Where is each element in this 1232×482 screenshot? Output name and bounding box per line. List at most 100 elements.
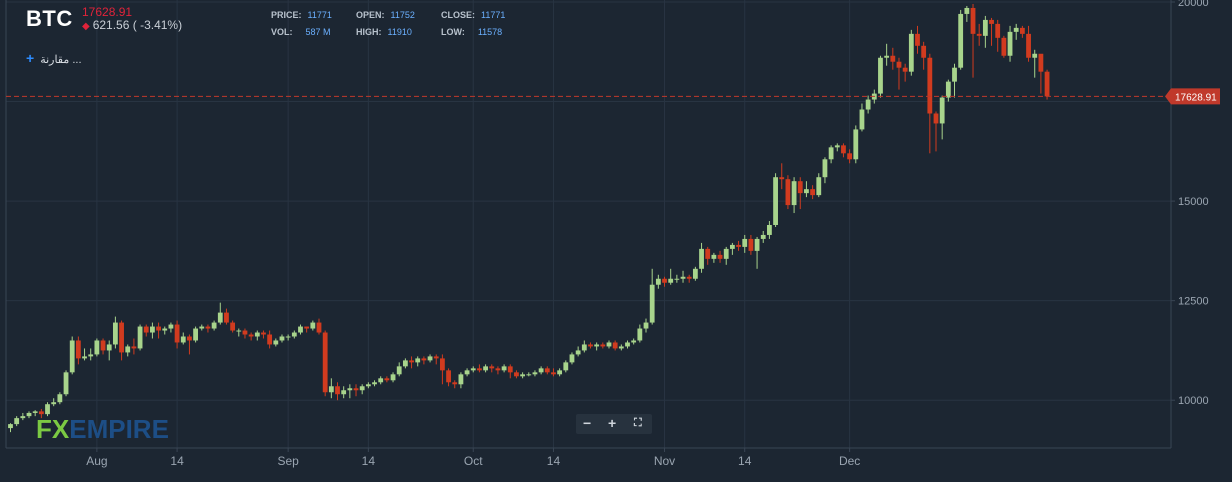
candle-body [612, 342, 618, 349]
candle [588, 342, 593, 349]
candle-body [878, 57, 883, 94]
candle-body [440, 358, 445, 371]
candle-body [588, 344, 593, 347]
candle [26, 411, 32, 419]
candle [433, 354, 439, 365]
candle-body [649, 284, 655, 323]
candle [495, 366, 501, 375]
candle [551, 368, 556, 377]
candle-body [816, 177, 822, 196]
candle-body [322, 332, 328, 393]
zoom-out-button[interactable]: − [583, 415, 592, 431]
candle [557, 368, 563, 377]
candle-body [174, 324, 180, 343]
close-value: 11771 [481, 10, 506, 20]
price-label: PRICE: [271, 10, 302, 20]
candle-body [791, 181, 797, 206]
candle [353, 384, 359, 397]
candle-body [908, 33, 914, 72]
candle [1019, 25, 1025, 38]
candle-body [890, 55, 896, 62]
candle [168, 322, 174, 333]
candle [162, 326, 168, 335]
candle-body [285, 336, 291, 338]
candle [581, 340, 587, 353]
candle [458, 372, 464, 389]
candle [507, 364, 513, 379]
candle [742, 234, 748, 253]
candle-body [162, 328, 168, 331]
x-tick-label: 14 [362, 454, 376, 468]
candle-body [446, 370, 451, 383]
candle [20, 412, 26, 421]
candle [520, 372, 526, 379]
candle-body [711, 254, 717, 259]
candle-body [131, 346, 137, 349]
candle [729, 242, 735, 255]
candle [853, 125, 859, 164]
candle-body [125, 346, 131, 353]
candle [390, 372, 396, 383]
candle-body [217, 312, 223, 323]
candle-body [705, 248, 711, 259]
candle [859, 103, 865, 132]
candle [767, 221, 772, 239]
candle [335, 382, 340, 401]
candle-body [150, 326, 155, 333]
candle-body [100, 340, 106, 351]
candle-body [834, 145, 840, 148]
candle-body [989, 19, 994, 24]
candle-body [674, 278, 680, 280]
candle-body [26, 412, 32, 417]
candle-body [180, 336, 186, 343]
price-change: ◆ 621.56 ( -3.41%) [82, 18, 182, 32]
candle-body [402, 360, 408, 367]
candle [285, 334, 291, 341]
candle [217, 302, 223, 325]
candle-body [933, 113, 939, 124]
candle [927, 53, 933, 154]
candle [631, 338, 637, 345]
candle [1007, 25, 1013, 62]
plus-icon: + [26, 50, 35, 66]
candle [150, 322, 155, 339]
candle [279, 334, 285, 343]
candle-body [575, 350, 581, 355]
candle [14, 416, 20, 427]
candle [106, 340, 112, 361]
candle-body [859, 109, 865, 130]
candle [143, 324, 149, 337]
fullscreen-button[interactable]: ⛶ [634, 417, 642, 429]
candle [933, 111, 939, 152]
candle [359, 384, 365, 395]
candle-body [637, 328, 643, 341]
candle-body [69, 340, 75, 373]
candle-body [1026, 33, 1031, 58]
ohlc-low: LOW: 11578 [441, 27, 502, 37]
candle-body [224, 312, 229, 323]
candle [668, 268, 674, 285]
candle-body [921, 45, 927, 58]
candle-body [452, 382, 458, 385]
compare-button[interactable]: + مقارنة ... [26, 50, 82, 66]
candle-body [501, 366, 507, 371]
candle-body [1032, 53, 1038, 58]
candle-body [489, 366, 495, 369]
candle [575, 346, 581, 357]
candle-body [1007, 31, 1013, 56]
candle [464, 368, 470, 377]
zoom-in-button[interactable]: + [608, 415, 617, 431]
candle [119, 320, 124, 361]
close-label: CLOSE: [441, 10, 476, 20]
candle-body [896, 61, 902, 68]
candle [828, 145, 834, 164]
candle [674, 274, 680, 283]
candle [736, 240, 741, 251]
candle [347, 384, 353, 399]
candle-body [38, 411, 44, 415]
candle-body [1001, 37, 1007, 56]
candle [662, 276, 667, 287]
candle [841, 143, 846, 158]
candle [563, 360, 569, 373]
